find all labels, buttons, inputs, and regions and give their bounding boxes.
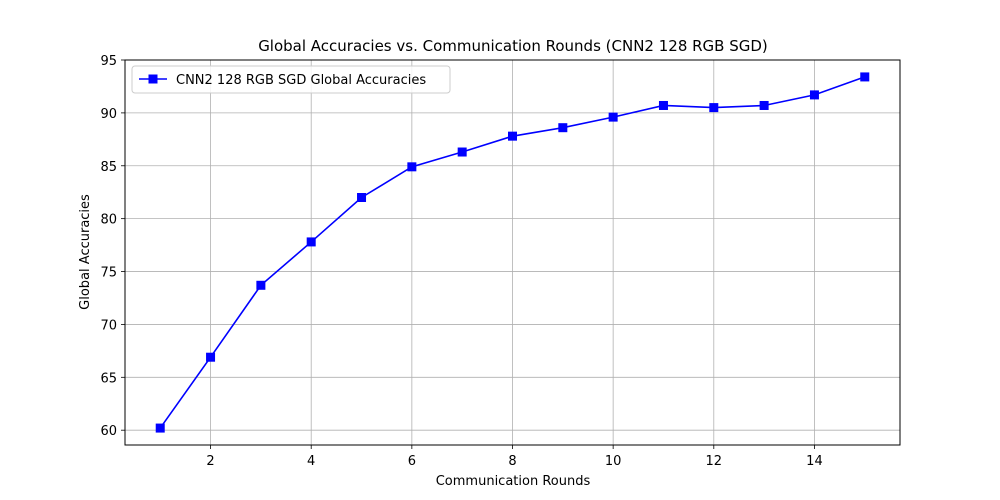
data-point — [306, 237, 316, 247]
series — [155, 72, 870, 433]
data-point — [457, 147, 467, 157]
x-tick-label: 4 — [307, 454, 315, 469]
x-tick-label: 6 — [408, 454, 416, 469]
data-point — [407, 162, 417, 172]
data-point — [357, 193, 367, 202]
data-point — [206, 352, 216, 362]
y-tick-label: 75 — [100, 266, 117, 281]
x-tick-label: 2 — [206, 454, 214, 469]
data-point — [508, 131, 517, 141]
x-tick-label: 8 — [508, 454, 516, 469]
data-point — [658, 100, 668, 110]
data-point — [155, 423, 165, 433]
x-tick-label: 10 — [605, 454, 622, 469]
y-tick-label: 90 — [100, 107, 117, 122]
data-point — [256, 280, 266, 290]
y-tick-label: 85 — [100, 160, 117, 175]
x-tick-label: 12 — [706, 454, 723, 469]
y-tick-label: 60 — [100, 424, 117, 439]
y-tick-label: 65 — [100, 371, 117, 386]
y-tick-label: 95 — [100, 54, 117, 69]
chart-title: Global Accuracies vs. Communication Roun… — [258, 37, 768, 55]
y-tick-label: 80 — [100, 213, 117, 228]
ticks: 2 4 6 8 10 12 14 60 65 70 75 80 85 90 95 — [100, 54, 822, 469]
y-axis-label: Global Accuracies — [78, 194, 93, 310]
legend-box — [131, 65, 451, 94]
data-point — [860, 72, 870, 82]
data-point — [809, 90, 819, 100]
data-point — [558, 123, 568, 133]
data-point — [608, 112, 618, 122]
x-axis-label: Communication Rounds — [436, 474, 591, 489]
data-point — [759, 100, 769, 110]
x-tick-label: 14 — [806, 454, 823, 469]
legend-label: CNN2 128 RGB SGD Global Accuracies — [176, 73, 426, 88]
legend-marker — [148, 74, 158, 84]
data-point — [709, 103, 719, 113]
y-tick-label: 70 — [100, 318, 117, 333]
legend: CNN2 128 RGB SGD Global Accuracies — [131, 65, 451, 94]
